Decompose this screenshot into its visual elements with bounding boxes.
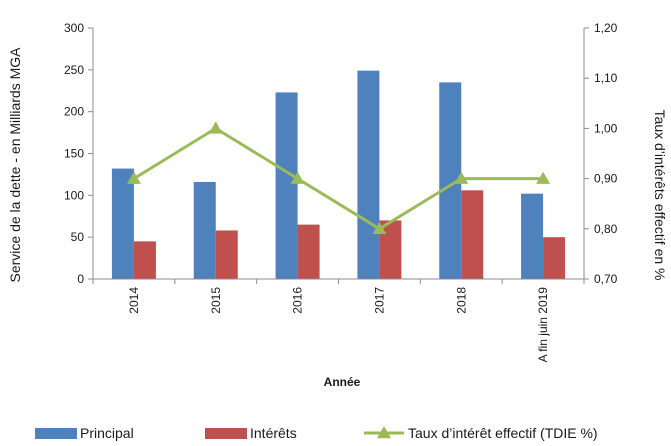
bar-interets — [543, 237, 566, 279]
right-tick-label: 1,00 — [594, 121, 618, 135]
legend-label: Intérêts — [250, 425, 297, 441]
right-tick-label: 1,10 — [594, 71, 618, 85]
legend-marker — [377, 426, 391, 439]
right-tick-label: 0,90 — [594, 172, 618, 186]
legend: Principal Intérêts Taux d’intérêt effectif… — [35, 425, 598, 441]
bar-interets — [215, 230, 238, 279]
x-category-label: 2018 — [454, 287, 468, 314]
right-tick-label: 1,20 — [594, 21, 618, 35]
x-category-label: A fin juin 2019 — [536, 287, 550, 363]
bar-principal — [439, 82, 462, 279]
bar-principal — [357, 70, 380, 279]
bar-principal — [193, 181, 216, 279]
y-axis-title: Service de la dette - en Milliards MGA — [7, 47, 23, 283]
x-category-label: 2014 — [127, 287, 141, 314]
legend-swatch — [205, 428, 247, 439]
bar-principal — [111, 168, 134, 279]
x-axis: 2014 2015 2016 2017 2018 A fin juin 2019 — [92, 278, 585, 363]
left-tick-label: 250 — [64, 63, 84, 77]
tdie-marker — [372, 221, 387, 235]
y2-axis-title: Taux d’intérêts effectif en % — [652, 110, 668, 281]
legend-label: Taux d’intérêt effectif (TDIE %) — [408, 425, 598, 441]
bar-principal — [521, 193, 544, 279]
right-y-axis: 0,70 0,80 0,90 1,00 1,10 1,20 — [583, 21, 618, 286]
right-tick-label: 0,80 — [594, 222, 618, 236]
x-axis-title: Année — [324, 375, 361, 389]
legend-label: Principal — [80, 425, 134, 441]
left-y-axis: 0 50 100 150 200 250 300 — [64, 21, 94, 286]
x-category-label: 2017 — [372, 287, 386, 314]
x-category-label: 2016 — [291, 287, 305, 314]
tdie-marker — [208, 121, 223, 134]
bar-interets — [297, 224, 320, 279]
bar-series — [111, 70, 566, 279]
tdie-marker — [290, 171, 305, 184]
left-tick-label: 300 — [64, 21, 84, 35]
tdie-marker — [126, 171, 141, 184]
bar-principal — [275, 92, 298, 279]
right-tick-label: 0,70 — [594, 272, 618, 286]
bar-interets — [133, 241, 156, 279]
left-tick-label: 0 — [77, 272, 84, 286]
tdie-line — [133, 126, 544, 231]
tdie-marker — [536, 171, 551, 184]
line-series — [126, 121, 551, 235]
left-tick-label: 200 — [64, 105, 84, 119]
tdie-marker — [454, 171, 469, 184]
bar-interets — [379, 220, 402, 279]
left-tick-label: 50 — [71, 230, 85, 244]
left-tick-label: 150 — [64, 147, 84, 161]
bar-interets — [461, 190, 484, 279]
left-tick-label: 100 — [64, 188, 84, 202]
x-category-label: 2015 — [209, 287, 223, 314]
legend-swatch — [35, 428, 77, 439]
